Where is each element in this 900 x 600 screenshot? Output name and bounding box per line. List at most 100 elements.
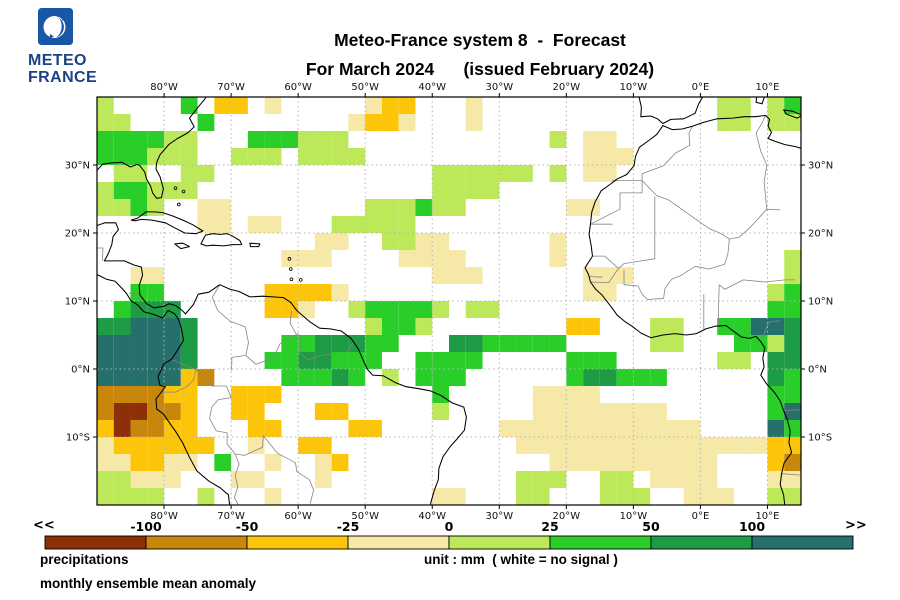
grid-cell [264, 386, 282, 403]
grid-cell [164, 471, 181, 488]
colorbar-tick-label: 25 [541, 519, 558, 534]
colorbar-left-arrow: << [33, 518, 55, 533]
country-border [195, 369, 236, 455]
lat-tick-label-right: 20°N [808, 229, 833, 240]
country-border [781, 473, 801, 476]
grid-cell [717, 318, 734, 335]
country-border [623, 239, 730, 300]
grid-cell [197, 369, 215, 386]
grid-cell [164, 148, 181, 165]
grid-cell [583, 386, 600, 403]
grid-cell [197, 114, 215, 131]
grid-cell [214, 199, 232, 216]
grid-cell [331, 233, 349, 250]
grid-cell [113, 403, 131, 420]
grid-cell [449, 182, 466, 199]
grid-cell [113, 352, 131, 369]
grid-cell [264, 301, 282, 318]
grid-cell [482, 182, 500, 199]
grid-cell [197, 165, 215, 182]
grid-cell [666, 454, 684, 471]
grid-cell [381, 114, 399, 131]
grid-cell [465, 301, 483, 318]
grid-cell [583, 403, 600, 420]
grid-cell [767, 352, 785, 369]
grid-cell [214, 97, 232, 114]
grid-cell [197, 199, 215, 216]
grid-cell [700, 454, 718, 471]
grid-cell [147, 471, 165, 488]
grid-cell [532, 437, 550, 454]
grid-cell [549, 471, 567, 488]
grid-cell [666, 420, 684, 437]
grid-cell [113, 131, 131, 148]
grid-cell [130, 403, 148, 420]
grid-cell [97, 386, 114, 403]
lon-tick-label-bottom: 0°E [692, 511, 710, 522]
grid-cell [381, 97, 399, 114]
grid-cell [482, 165, 500, 182]
grid-cell [650, 437, 667, 454]
grid-cell [616, 403, 634, 420]
grid-cell [599, 165, 617, 182]
grid-cell [130, 199, 148, 216]
grid-cell [331, 352, 349, 369]
grid-cell [197, 216, 215, 233]
country-border [760, 320, 780, 342]
grid-cell [348, 335, 366, 352]
coastline [97, 222, 187, 315]
grid-cell [465, 182, 483, 199]
grid-cell [583, 131, 600, 148]
grid-cell [180, 403, 198, 420]
grid-cell [113, 148, 131, 165]
grid-cell [247, 148, 265, 165]
grid-cell [130, 267, 148, 284]
grid-cell [415, 352, 433, 369]
grid-cell [130, 131, 148, 148]
grid-cell [549, 403, 567, 420]
island-mark [287, 257, 292, 261]
grid-cell [733, 437, 751, 454]
grid-cell [214, 216, 232, 233]
grid-cell [717, 352, 734, 369]
grid-cell [231, 471, 248, 488]
grid-cell [130, 335, 148, 352]
grid-cell [650, 318, 667, 335]
grid-cell [97, 148, 114, 165]
colorbar-segment [347, 535, 450, 550]
logo-globe-crescent [56, 16, 64, 38]
grid-cell [616, 267, 634, 284]
lon-tick-label-top: 80°W [150, 82, 178, 93]
grid-cell [549, 437, 567, 454]
grid-cell [113, 454, 131, 471]
coastline [638, 97, 704, 125]
grid-cell [164, 352, 181, 369]
grid-cell [180, 182, 198, 199]
grid-cell [231, 386, 248, 403]
grid-cell [767, 335, 785, 352]
grid-cell [566, 437, 584, 454]
coastline [174, 242, 191, 250]
country-border [641, 180, 781, 240]
grid-cell [381, 233, 399, 250]
country-border [245, 333, 355, 365]
grid-cell [147, 199, 165, 216]
logo-flag [38, 8, 73, 45]
title-line-2: For March 2024 (issued February 2024) [305, 59, 655, 79]
grid-cell [298, 250, 315, 267]
country-border [129, 293, 140, 295]
colorbar: -100 -50 -25 0 25 50 100 [44, 519, 854, 550]
graticule [97, 97, 801, 505]
coastline [662, 114, 801, 149]
grid-cell [767, 318, 785, 335]
grid-cell [348, 352, 366, 369]
grid-cell [281, 250, 299, 267]
grid-cell [130, 148, 148, 165]
grid-cell [314, 454, 332, 471]
grid-cell [113, 301, 131, 318]
grid-cell [314, 250, 332, 267]
grid-cell [599, 131, 617, 148]
grid-cell [164, 131, 181, 148]
lon-tick-label-bottom: 30°W [485, 511, 513, 522]
country-border [289, 311, 297, 334]
